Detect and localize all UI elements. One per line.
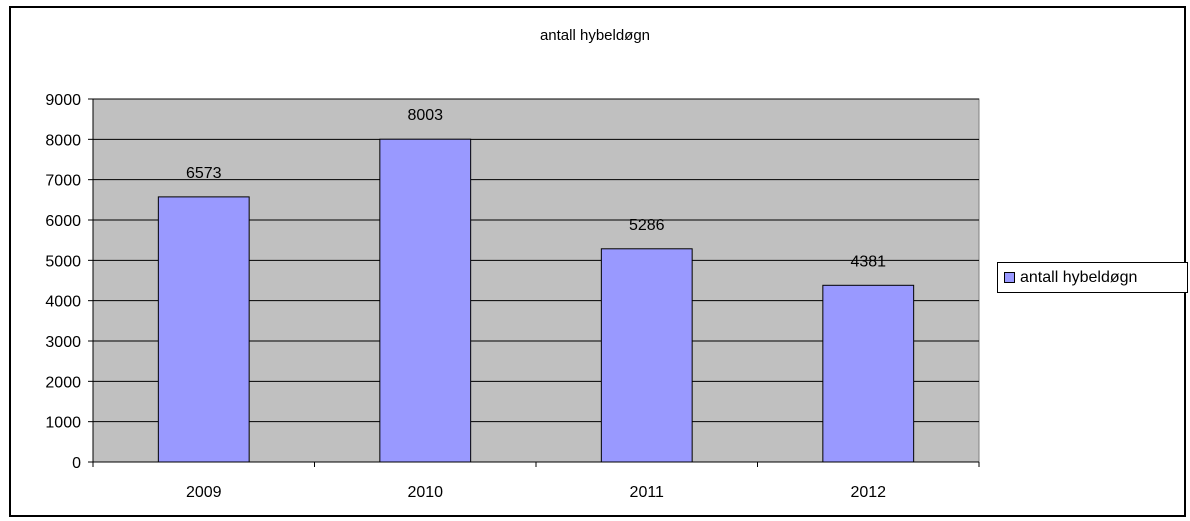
legend-label: antall hybeldøgn (1020, 268, 1138, 286)
bars (157, 138, 915, 463)
y-axis-ticks: 0 1000 2000 3000 4000 5000 6000 7000 8000 9000 (45, 92, 93, 472)
bar (379, 138, 472, 463)
bar (822, 284, 915, 463)
bar-value-label: 5286 (629, 217, 665, 234)
bar-value-label: 6573 (186, 165, 222, 182)
x-tick-label: 2011 (630, 484, 665, 501)
bar (600, 248, 693, 463)
y-tick-label: 8000 (45, 132, 81, 149)
x-axis-ticks: 2009 2010 2011 2012 (92, 462, 980, 501)
bar-value-label: 8003 (407, 107, 443, 124)
y-tick-label: 1000 (45, 415, 81, 432)
legend: antall hybeldøgn (997, 262, 1188, 293)
chart-frame (9, 6, 1186, 517)
y-tick-label: 9000 (45, 92, 81, 109)
bar-value-label: 4381 (850, 253, 886, 270)
x-tick-label: 2009 (186, 484, 222, 501)
chart-title: antall hybeldøgn (539, 27, 651, 44)
y-tick-label: 6000 (45, 213, 81, 230)
x-tick-label: 2010 (407, 484, 443, 501)
y-tick-label: 2000 (45, 374, 81, 391)
x-tick-label: 2012 (850, 484, 886, 501)
y-tick-label: 3000 (45, 334, 81, 351)
y-tick-label: 5000 (45, 253, 81, 270)
y-tick-label: 7000 (45, 173, 81, 190)
bar (157, 196, 250, 463)
y-tick-label: 4000 (45, 294, 81, 311)
y-tick-label: 0 (72, 455, 81, 472)
legend-swatch (1004, 272, 1015, 283)
data-labels: 6573 8003 5286 4381 (186, 107, 886, 270)
